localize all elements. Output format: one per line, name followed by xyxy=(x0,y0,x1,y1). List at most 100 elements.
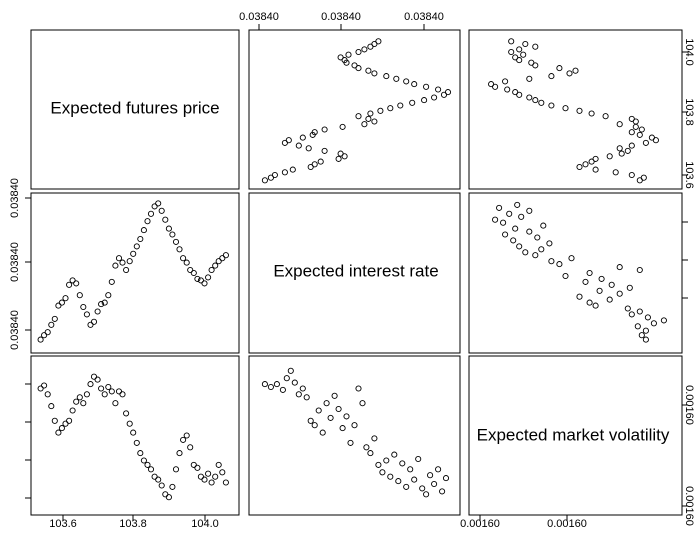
point-rate-vs-volatility xyxy=(506,210,513,217)
point-rate-vs-price xyxy=(94,308,101,315)
panel-frame-r1-c2 xyxy=(468,192,683,354)
point-volatility-vs-rate xyxy=(427,472,434,479)
point-rate-vs-price xyxy=(90,318,98,325)
point-volatility-vs-price xyxy=(219,469,226,476)
point-price-vs-rate xyxy=(305,145,312,152)
point-rate-vs-price xyxy=(126,258,133,265)
point-rate-vs-price xyxy=(58,299,65,306)
point-rate-vs-price xyxy=(44,329,51,336)
point-volatility-vs-price xyxy=(130,429,137,436)
point-volatility-vs-price xyxy=(44,391,51,398)
point-volatility-vs-price xyxy=(55,429,62,436)
point-price-vs-volatility xyxy=(522,40,529,48)
point-price-vs-volatility xyxy=(488,81,495,88)
point-volatility-vs-rate xyxy=(319,429,326,436)
point-price-vs-volatility xyxy=(504,86,511,93)
point-rate-vs-volatility xyxy=(568,255,575,262)
point-price-vs-rate xyxy=(444,89,452,96)
x-tick-label-futures-price: 103.6 xyxy=(49,518,77,530)
point-volatility-vs-rate xyxy=(415,455,422,463)
point-price-vs-volatility xyxy=(538,99,545,106)
point-rate-vs-price xyxy=(183,259,190,266)
point-volatility-vs-rate xyxy=(315,407,322,414)
point-price-vs-rate xyxy=(377,107,384,114)
point-price-vs-volatility xyxy=(638,126,645,133)
point-volatility-vs-rate xyxy=(383,457,390,464)
point-volatility-vs-price xyxy=(66,417,73,424)
point-rate-vs-price xyxy=(151,203,158,210)
point-price-vs-volatility xyxy=(628,115,635,122)
point-rate-vs-volatility xyxy=(634,323,641,330)
point-rate-vs-volatility xyxy=(598,275,605,282)
point-rate-vs-volatility xyxy=(510,237,517,244)
diagonal-labels: Expected futures price Expected interest… xyxy=(50,98,669,444)
point-volatility-vs-price xyxy=(169,483,176,490)
panel-frame-r2-c2 xyxy=(468,355,683,516)
point-volatility-vs-rate xyxy=(351,422,358,429)
point-price-vs-volatility xyxy=(508,38,515,45)
point-volatility-vs-price xyxy=(197,473,204,480)
point-rate-vs-volatility xyxy=(596,287,603,294)
point-rate-vs-volatility xyxy=(650,320,657,327)
point-rate-vs-volatility xyxy=(514,201,521,208)
point-rate-vs-price xyxy=(165,225,172,232)
point-volatility-vs-price xyxy=(137,450,144,457)
point-price-vs-rate xyxy=(361,121,368,128)
left-tick-label-interest-rate: 0.03840 xyxy=(9,178,21,218)
point-price-vs-rate xyxy=(311,161,318,168)
point-price-vs-volatility xyxy=(628,171,635,179)
point-rate-vs-volatility xyxy=(582,278,589,285)
point-price-vs-rate xyxy=(423,83,430,90)
point-volatility-vs-price xyxy=(126,420,133,427)
point-rate-vs-price xyxy=(212,262,219,269)
point-volatility-vs-price xyxy=(155,476,162,483)
point-rate-vs-volatility xyxy=(636,266,643,274)
panel-frame-r0-c2 xyxy=(468,29,683,190)
point-rate-vs-volatility xyxy=(642,336,649,343)
point-volatility-vs-rate xyxy=(367,450,374,457)
right-tick-label-futures-price: 103.6 xyxy=(683,161,695,189)
point-rate-vs-price xyxy=(187,266,194,274)
point-price-vs-volatility xyxy=(502,78,509,85)
point-volatility-vs-rate xyxy=(307,417,314,424)
point-price-vs-volatility xyxy=(526,94,533,101)
point-price-vs-rate xyxy=(411,81,418,88)
point-rate-vs-volatility xyxy=(660,317,667,324)
right-tick-label-futures-price: 103.8 xyxy=(683,98,695,126)
point-rate-vs-price xyxy=(194,275,201,282)
point-price-vs-volatility xyxy=(632,123,639,130)
point-price-vs-volatility xyxy=(616,121,623,128)
point-price-vs-rate xyxy=(431,94,438,101)
point-rate-vs-volatility xyxy=(628,311,635,318)
point-volatility-vs-price xyxy=(94,376,101,383)
point-rate-vs-price xyxy=(201,280,208,287)
point-rate-vs-volatility xyxy=(512,225,519,232)
point-volatility-vs-rate xyxy=(299,385,306,392)
point-price-vs-volatility xyxy=(556,65,563,72)
point-price-vs-volatility xyxy=(618,150,625,157)
point-price-vs-volatility xyxy=(628,142,635,149)
point-rate-vs-price xyxy=(108,278,115,285)
point-rate-vs-volatility xyxy=(636,308,643,315)
point-volatility-vs-rate xyxy=(339,425,346,432)
point-price-vs-rate xyxy=(345,51,352,58)
point-rate-vs-price xyxy=(80,303,87,311)
point-volatility-vs-price xyxy=(158,482,165,489)
point-price-vs-rate xyxy=(403,78,410,85)
point-volatility-vs-price xyxy=(69,407,76,414)
panel-frame-r2-c1 xyxy=(248,355,461,516)
point-rate-vs-volatility xyxy=(540,222,547,229)
point-rate-vs-price xyxy=(208,266,215,274)
point-price-vs-volatility xyxy=(640,174,647,181)
point-volatility-vs-rate xyxy=(431,480,438,488)
diag-label-futures-price: Expected futures price xyxy=(50,98,219,117)
point-volatility-vs-price xyxy=(147,466,155,473)
point-price-vs-rate xyxy=(351,62,358,69)
point-volatility-vs-price xyxy=(222,479,229,486)
point-price-vs-volatility xyxy=(612,169,619,176)
point-rate-vs-volatility xyxy=(576,293,583,300)
point-price-vs-rate xyxy=(387,105,394,112)
point-volatility-vs-price xyxy=(101,391,108,398)
point-price-vs-rate xyxy=(295,142,302,149)
point-rate-vs-volatility xyxy=(522,249,529,256)
